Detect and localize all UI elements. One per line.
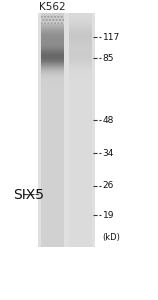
Text: K562: K562	[39, 2, 66, 12]
Text: (kD): (kD)	[103, 233, 121, 242]
Bar	[41, 16, 64, 24]
Bar	[38, 14, 95, 247]
Text: 34: 34	[103, 148, 114, 158]
Text: 26: 26	[103, 181, 114, 190]
Text: 19: 19	[103, 211, 114, 220]
Text: 48: 48	[103, 116, 114, 125]
Text: 117: 117	[103, 33, 120, 42]
Text: SIX5: SIX5	[13, 188, 44, 202]
Text: 85: 85	[103, 53, 114, 62]
